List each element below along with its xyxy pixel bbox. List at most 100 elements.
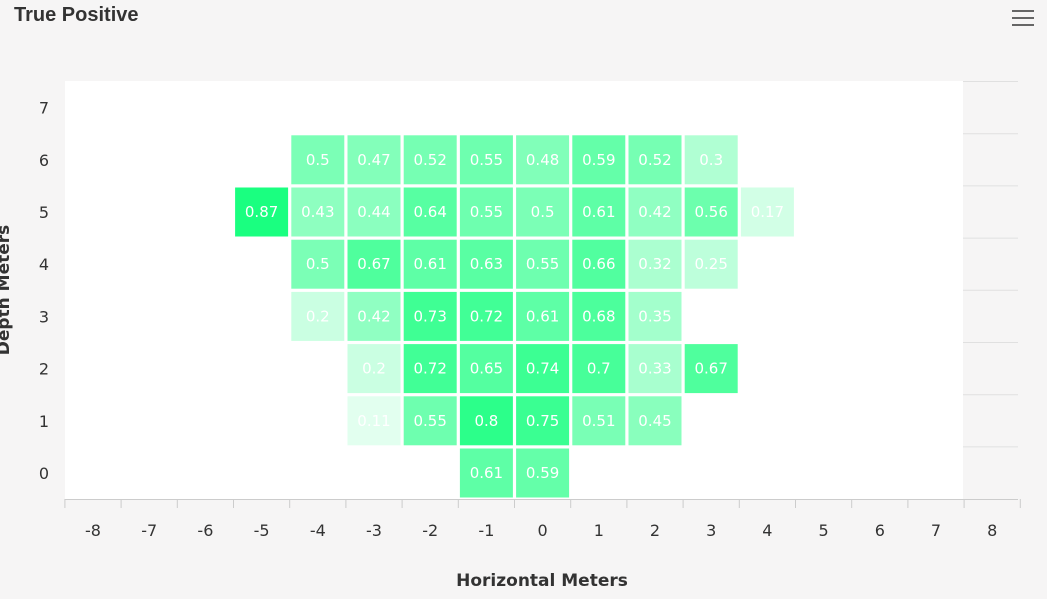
- x-tick-label: -4: [310, 521, 326, 540]
- cell-value-label: 0.66: [582, 255, 615, 273]
- heatmap-cell: [516, 135, 570, 185]
- x-tick-label: 0: [538, 521, 548, 540]
- heatmap-cell: [459, 135, 513, 185]
- cell-value-label: 0.61: [413, 255, 446, 273]
- cell-value-label: 0.52: [638, 151, 671, 169]
- heatmap-cell: [347, 239, 401, 289]
- y-tick-label: 4: [39, 255, 49, 274]
- chart-title: True Positive: [14, 4, 139, 26]
- y-tick-label: 3: [39, 307, 49, 326]
- cell-value-label: 0.42: [638, 203, 671, 221]
- heatmap-cell: [740, 187, 794, 237]
- cell-value-label: 0.55: [470, 151, 503, 169]
- heatmap-cell: [628, 187, 682, 237]
- y-tick-label: 0: [39, 464, 49, 483]
- cell-value-label: 0.7: [587, 360, 611, 378]
- heatmap-cell: [516, 396, 570, 446]
- cell-value-label: 0.5: [306, 151, 330, 169]
- cell-value-label: 0.55: [470, 203, 503, 221]
- heatmap-cell: [403, 135, 457, 185]
- heatmap-cell: [347, 291, 401, 341]
- heatmap-cell: [459, 187, 513, 237]
- x-tick-label: 6: [875, 521, 885, 540]
- x-tick-label: -6: [197, 521, 213, 540]
- x-tick-label: -3: [366, 521, 382, 540]
- heatmap-cell: [628, 291, 682, 341]
- cell-value-label: 0.3: [699, 151, 723, 169]
- x-tick-label: -1: [478, 521, 494, 540]
- cell-value-label: 0.63: [470, 255, 503, 273]
- heatmap-cell: [403, 239, 457, 289]
- x-axis-title: Horizontal Meters: [456, 571, 628, 591]
- cell-value-label: 0.45: [638, 412, 671, 430]
- heatmap-cell: [403, 291, 457, 341]
- heatmap-cell: [347, 187, 401, 237]
- cell-value-label: 0.56: [694, 203, 727, 221]
- y-tick-label: 2: [39, 360, 49, 379]
- heatmap-cell: [684, 239, 738, 289]
- cell-value-label: 0.73: [413, 307, 446, 325]
- cell-value-label: 0.2: [362, 360, 386, 378]
- heatmap-cell: [347, 344, 401, 394]
- heatmap-cell: [572, 396, 626, 446]
- x-tick-label: 1: [594, 521, 604, 540]
- heatmap-cell: [516, 239, 570, 289]
- cell-value-label: 0.17: [751, 203, 784, 221]
- heatmap-cell: [459, 396, 513, 446]
- cell-value-label: 0.68: [582, 307, 615, 325]
- cell-value-label: 0.67: [694, 360, 727, 378]
- cell-value-label: 0.74: [526, 360, 559, 378]
- x-tick-label: -2: [422, 521, 438, 540]
- heatmap-cell: [291, 291, 345, 341]
- heatmap-cell: [628, 135, 682, 185]
- x-tick-label: 8: [987, 521, 997, 540]
- heatmap-cell: [684, 344, 738, 394]
- cell-value-label: 0.61: [526, 307, 559, 325]
- x-tick-label: 5: [819, 521, 829, 540]
- cell-value-label: 0.59: [526, 464, 559, 482]
- cell-value-label: 0.67: [357, 255, 390, 273]
- heatmap-cell: [572, 239, 626, 289]
- cell-value-label: 0.5: [306, 255, 330, 273]
- cell-value-label: 0.11: [357, 412, 390, 430]
- heatmap-cell: [572, 135, 626, 185]
- x-tick-label: 7: [931, 521, 941, 540]
- y-axis-title: Depth Meters: [0, 225, 14, 356]
- heatmap-cell: [403, 396, 457, 446]
- heatmap-cell: [291, 187, 345, 237]
- cell-value-label: 0.47: [357, 151, 390, 169]
- heatmap-cell: [291, 239, 345, 289]
- heatmap-cell: [403, 344, 457, 394]
- plot-area: [65, 81, 963, 499]
- heatmap-cell: [628, 396, 682, 446]
- heatmap-cell: [459, 448, 513, 498]
- heatmap-cell: [628, 344, 682, 394]
- heatmap-cell: [459, 239, 513, 289]
- heatmap-cell: [403, 187, 457, 237]
- y-tick-label: 6: [39, 151, 49, 170]
- cell-value-label: 0.25: [694, 255, 727, 273]
- x-tick-label: -8: [85, 521, 101, 540]
- heatmap-cell: [516, 448, 570, 498]
- y-tick-label: 7: [39, 99, 49, 118]
- heatmap-cell: [572, 291, 626, 341]
- x-tick-label: 2: [650, 521, 660, 540]
- cell-value-label: 0.2: [306, 307, 330, 325]
- heatmap-cell: [347, 135, 401, 185]
- cell-value-label: 0.42: [357, 307, 390, 325]
- cell-value-label: 0.35: [638, 307, 671, 325]
- hamburger-menu-icon[interactable]: [1010, 8, 1036, 28]
- x-tick-label: 4: [762, 521, 772, 540]
- y-tick-label: 1: [39, 412, 49, 431]
- cell-value-label: 0.55: [413, 412, 446, 430]
- heatmap-cell: [347, 396, 401, 446]
- cell-value-label: 0.87: [245, 203, 278, 221]
- cell-value-label: 0.61: [582, 203, 615, 221]
- heatmap-cell: [459, 291, 513, 341]
- cell-value-label: 0.59: [582, 151, 615, 169]
- heatmap-cell: [516, 291, 570, 341]
- cell-value-label: 0.52: [413, 151, 446, 169]
- cell-value-label: 0.55: [526, 255, 559, 273]
- heatmap-cell: [572, 187, 626, 237]
- cell-value-label: 0.48: [526, 151, 559, 169]
